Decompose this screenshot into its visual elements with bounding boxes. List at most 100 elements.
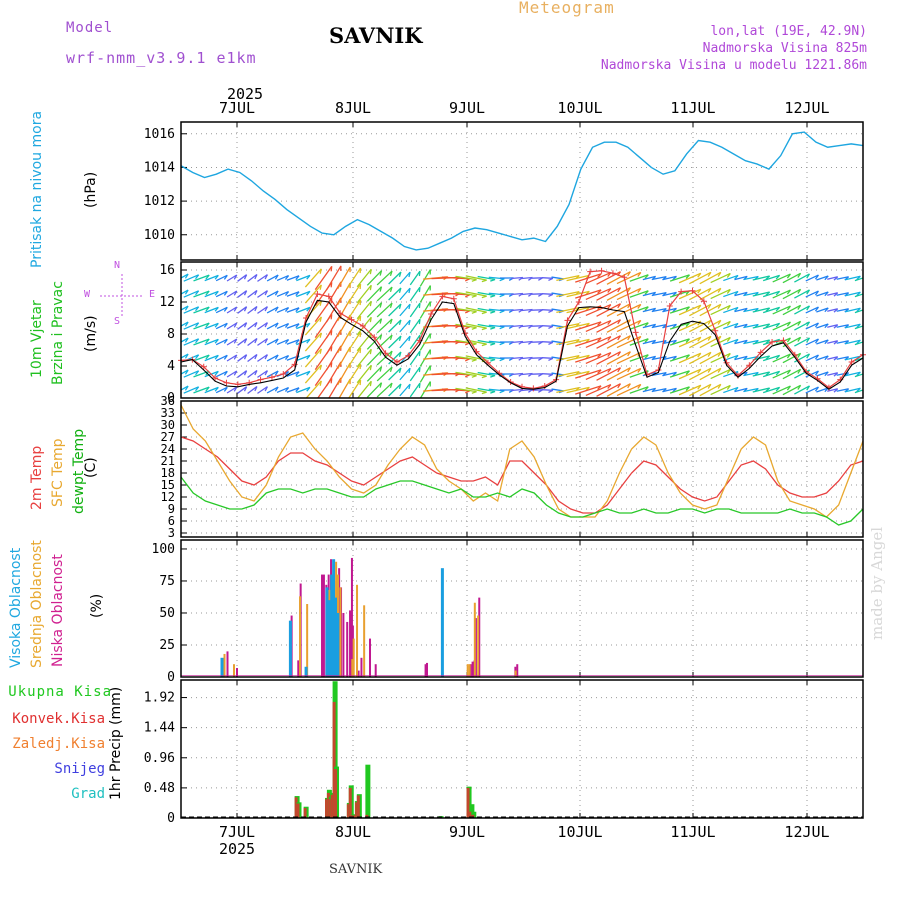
wind-arrow-head <box>734 355 739 360</box>
cloud-bar-high <box>334 597 338 677</box>
wind-arrow-head <box>319 364 322 370</box>
wind-arrow <box>699 351 722 365</box>
wind-arrow <box>794 321 810 331</box>
wind-arrow <box>845 371 861 377</box>
wind-arrow-head <box>786 385 791 391</box>
precip-bar-convective <box>346 804 350 818</box>
wind-arrow-head <box>295 371 300 376</box>
legend-hail: Grad <box>71 786 105 802</box>
wind-arrow <box>441 292 470 296</box>
wind-arrow-head <box>205 306 210 312</box>
wind-arrow-head <box>644 274 649 279</box>
wind-arrow <box>455 339 477 345</box>
wind-arrow <box>366 318 382 334</box>
wind-arrow-head <box>856 307 861 313</box>
wind-arrow <box>743 339 759 345</box>
wind-arrow-head <box>243 322 248 328</box>
wind-arrow <box>247 385 258 395</box>
y-tick-label: 50 <box>159 606 175 621</box>
wind-arrow <box>356 364 372 384</box>
wind-arrow <box>752 307 770 313</box>
wind-arrow <box>226 290 238 298</box>
wind-arrow <box>388 319 402 333</box>
wind-arrow-head <box>418 287 421 293</box>
wind-arrow-head <box>644 354 649 359</box>
wind-arrow-head <box>499 390 505 394</box>
wind-arrow <box>836 324 849 328</box>
wind-arrow <box>827 308 838 312</box>
wind-arrow-head <box>408 367 411 374</box>
wind-arrow-head <box>499 310 505 314</box>
wind-arrow-head <box>707 383 712 389</box>
wind-arrow-head <box>464 390 471 394</box>
wind-arrow-head <box>264 370 268 376</box>
wind-arrow-head <box>398 319 402 325</box>
wind-arrow <box>257 274 268 282</box>
y-tick-label: 0.96 <box>144 751 175 766</box>
model-elevation-text: Nadmorska Visina u modelu 1221.86m <box>600 58 867 73</box>
wind-arrow <box>678 304 702 316</box>
cloud-bar-mid <box>363 605 366 677</box>
wind-arrow <box>689 319 712 333</box>
wind-arrow <box>642 323 656 329</box>
cloud-bar-high <box>332 559 336 677</box>
wind-arrow <box>854 325 863 330</box>
wind-arrow-head <box>726 337 731 342</box>
wind-arrow <box>376 318 393 334</box>
cloud-bar-low <box>236 668 238 677</box>
wind-arrow-head <box>697 368 702 374</box>
wind-arrow-head <box>205 322 210 328</box>
wind-arrow <box>596 335 621 349</box>
wind-arrow <box>257 290 268 298</box>
wind-arrow-head <box>548 357 554 362</box>
compass-cross <box>100 274 144 318</box>
wind-arrow-head <box>528 308 533 313</box>
wind-arrow-head <box>617 383 622 389</box>
wind-arrow-head <box>319 268 322 274</box>
wind-arrow <box>215 338 228 346</box>
wind-arrow-head <box>274 290 279 296</box>
wind-arrow-head <box>264 274 268 280</box>
panel-frame <box>180 539 864 678</box>
wind-arrow-head <box>184 305 189 311</box>
wind-arrow <box>276 306 289 314</box>
wind-arrow-head <box>471 391 477 394</box>
wind-arrow-head <box>471 279 477 282</box>
wind-arrow <box>325 361 342 387</box>
wind-arrow <box>585 287 612 301</box>
wind-arrow-head <box>707 319 712 325</box>
wind-arrow <box>409 382 421 398</box>
wind-arrow <box>465 291 487 297</box>
wind-arrow <box>388 271 402 285</box>
wind-arrow-head <box>707 287 712 293</box>
cloud-bar-mid <box>339 587 342 677</box>
wind-arrow-head <box>548 325 554 330</box>
wind-arrow-head <box>644 338 649 343</box>
wind-arrow <box>204 290 219 298</box>
wind-arrow <box>541 309 554 311</box>
wind-arrow-head <box>814 306 819 312</box>
wind-arrow <box>816 323 829 329</box>
wind-arrow <box>585 303 612 317</box>
wind-arrow <box>854 373 863 378</box>
wind-gust-marker <box>632 329 639 336</box>
wind-arrow-head <box>408 335 411 342</box>
wind-arrow-head <box>617 303 622 309</box>
cloud-bar-mid <box>306 604 309 677</box>
cloud-bar-low <box>226 651 229 677</box>
wind-arrow-head <box>369 365 372 371</box>
wind-arrow <box>183 370 199 378</box>
wind-arrow-head <box>481 311 487 315</box>
wind-arrow-head <box>824 323 829 329</box>
compass-south: S <box>114 316 121 327</box>
wind-arrow-head <box>195 322 200 328</box>
wind-arrow-head <box>490 326 496 330</box>
wind-gust-marker <box>757 349 764 356</box>
cloud-bar-high <box>325 587 329 677</box>
wind-arrow-head <box>214 338 219 344</box>
wind-arrow-head <box>806 273 811 279</box>
wind-arrow-head <box>319 284 322 290</box>
wind-arrow <box>347 299 362 321</box>
wind-arrow <box>286 291 300 297</box>
wind-arrow-head <box>499 278 505 282</box>
